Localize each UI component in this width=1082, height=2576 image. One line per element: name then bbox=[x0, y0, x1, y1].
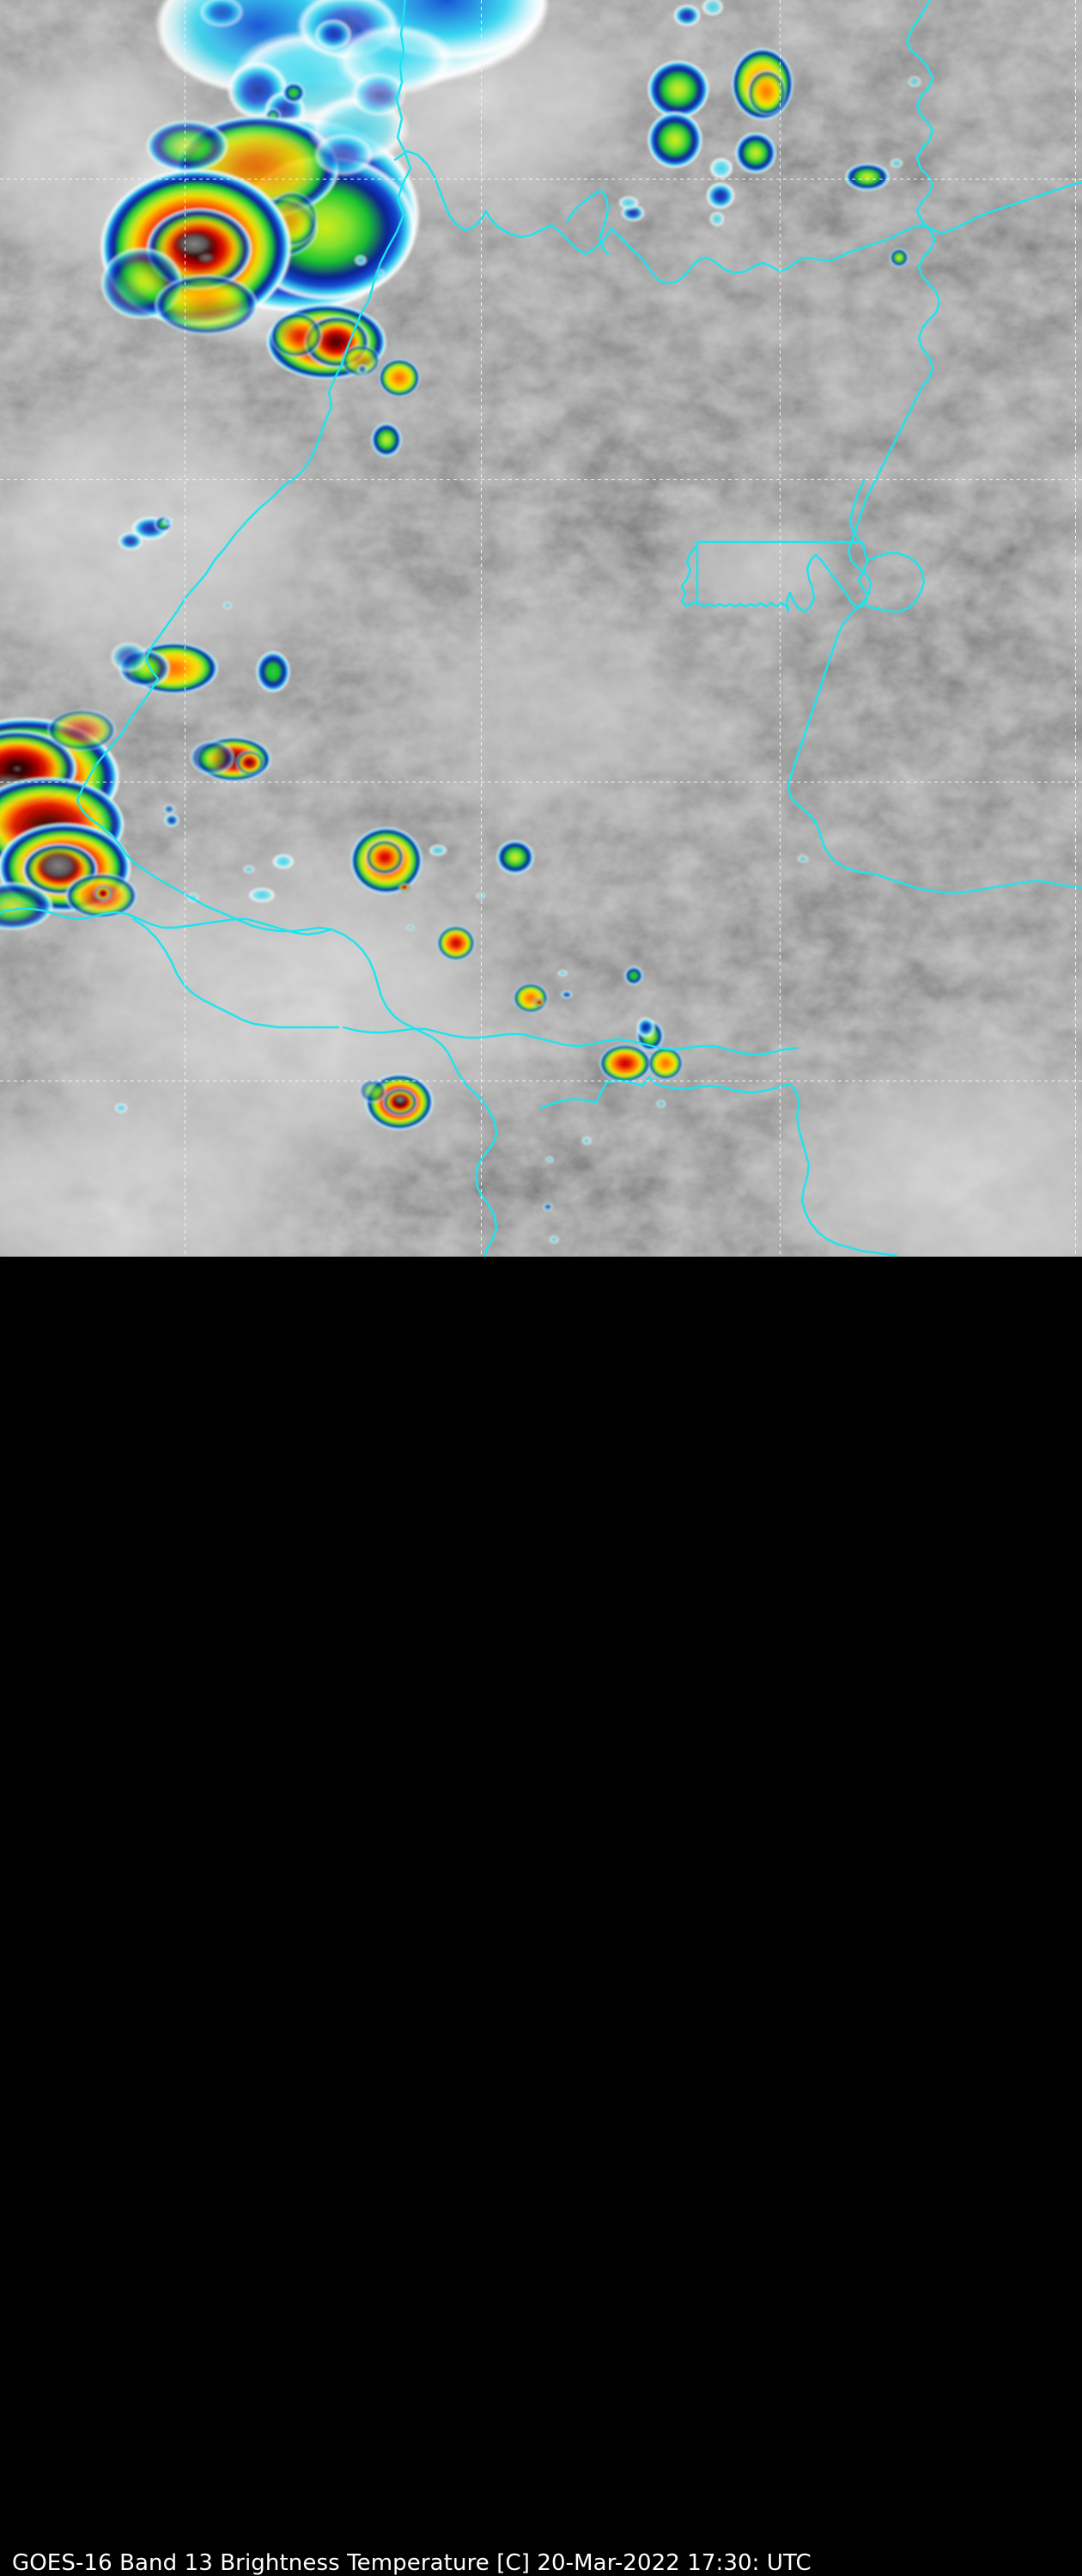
west-cell-cluster bbox=[110, 516, 290, 827]
image-caption: GOES-16 Band 13 Brightness Temperature [… bbox=[12, 2550, 812, 2576]
satellite-raster bbox=[0, 0, 1082, 1257]
northwest-mcs bbox=[99, 72, 421, 457]
south-isolated-cell bbox=[359, 1074, 434, 1130]
left-edge-mcs bbox=[0, 709, 137, 930]
caption-bar: GOES-16 Band 13 Brightness Temperature [… bbox=[0, 1257, 1082, 2576]
north-cell-cluster bbox=[618, 0, 909, 267]
cold-cloud-sheet-north bbox=[155, 0, 550, 129]
satellite-image bbox=[0, 0, 1082, 1257]
central-south-cells bbox=[243, 827, 643, 1013]
